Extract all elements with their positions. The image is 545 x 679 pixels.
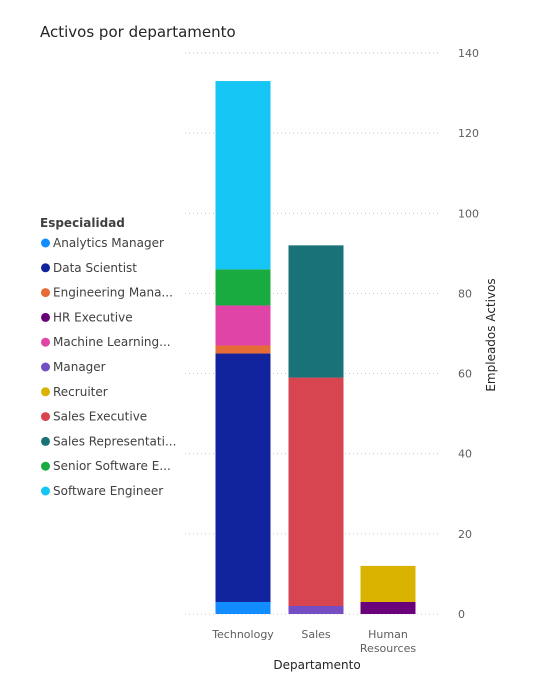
legend-item[interactable]: Senior Software E... [41,459,171,473]
legend-item[interactable]: Machine Learning... [41,335,171,349]
bar-segment[interactable] [288,245,344,378]
y-tick-label: 0 [458,608,465,621]
bar-segment[interactable] [360,565,416,602]
x-axis-ticks: Technology Sales Human Resources [211,628,416,655]
bar-segment[interactable] [215,345,271,354]
bar-segment[interactable] [215,353,271,602]
bar-segment[interactable] [288,605,344,614]
y-tick-label: 120 [458,127,479,140]
legend-marker [41,412,50,422]
bar-segment[interactable] [215,305,271,346]
legend-marker [41,238,50,248]
legend-item[interactable]: Engineering Mana... [41,286,173,300]
legend-title: Especialidad [40,216,125,230]
legend-marker [41,461,50,471]
legend-marker [41,436,50,446]
y-tick-label: 80 [458,287,472,300]
legend-item[interactable]: HR Executive [41,310,133,324]
y-axis-title: Empleados Activos [484,278,498,391]
legend-label: HR Executive [53,310,133,324]
x-tick-label: Human Resources [360,628,416,655]
legend-marker [41,387,50,397]
legend-label: Sales Executive [53,410,147,424]
chart-title: Activos por departamento [40,23,236,41]
legend-marker [41,337,50,347]
y-tick-label: 20 [458,528,472,541]
legend-label: Software Engineer [53,484,163,498]
bar-segment[interactable] [215,269,271,306]
legend-item[interactable]: Sales Executive [41,410,147,424]
legend-label: Senior Software E... [53,459,171,473]
legend-item[interactable]: Analytics Manager [41,236,164,250]
legend-marker [41,312,50,322]
legend-label: Analytics Manager [53,236,164,250]
legend-marker [41,362,50,372]
legend-label: Data Scientist [53,261,137,275]
legend-item[interactable]: Data Scientist [41,261,137,275]
legend-label: Machine Learning... [53,335,171,349]
y-tick-label: 140 [458,47,479,60]
legend-item[interactable]: Sales Representati... [41,434,176,448]
y-tick-label: 40 [458,448,472,461]
bar-segment[interactable] [215,81,271,270]
bar-segment[interactable] [360,601,416,614]
bar-segment[interactable] [215,601,271,614]
legend[interactable]: Analytics Manager Data Scientist Engineeri… [41,236,176,498]
legend-item[interactable]: Software Engineer [41,484,163,498]
y-axis-ticks: 0 20 40 60 80 100 120 140 [458,47,479,621]
bar-segment[interactable] [288,377,344,606]
legend-label: Manager [53,360,106,374]
legend-item[interactable]: Recruiter [41,385,108,399]
bars [215,81,416,614]
legend-marker [41,263,50,273]
y-tick-label: 60 [458,368,472,381]
legend-label: Sales Representati... [53,434,176,448]
x-tick-label: Sales [301,628,331,641]
legend-label: Recruiter [53,385,108,399]
legend-label: Engineering Mana... [53,286,173,300]
legend-marker [41,486,50,496]
y-tick-label: 100 [458,207,479,220]
legend-marker [41,288,50,298]
x-axis-title: Departamento [273,658,360,672]
x-tick-label: Technology [211,628,274,641]
legend-item[interactable]: Manager [41,360,106,374]
